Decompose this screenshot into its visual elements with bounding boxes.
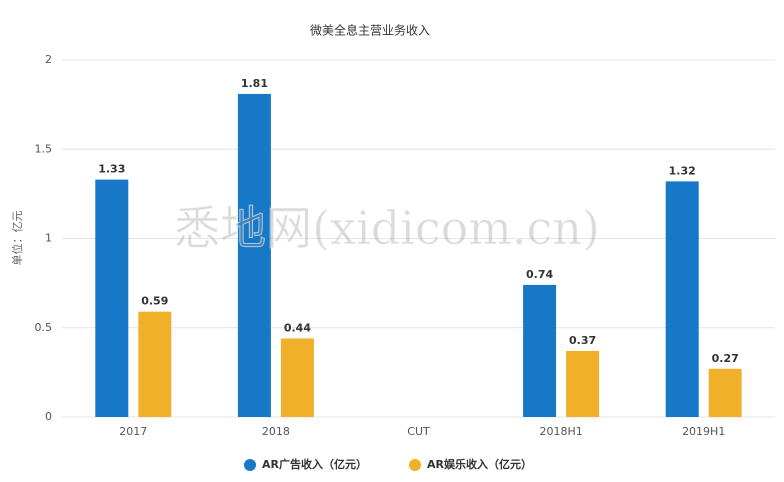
value-label: 1.81 (241, 77, 268, 90)
legend-label: AR广告收入（亿元） (262, 457, 367, 471)
value-label: 1.32 (669, 164, 696, 177)
bar (280, 338, 314, 417)
y-tick-label: 1.5 (35, 142, 53, 155)
bar (95, 179, 129, 417)
value-label: 1.33 (98, 163, 125, 176)
value-label: 0.27 (712, 352, 739, 365)
y-tick-label: 0.5 (35, 321, 53, 334)
legend-marker (409, 459, 421, 471)
value-label: 0.74 (526, 268, 553, 281)
y-tick-label: 0 (45, 410, 52, 423)
x-tick-label: 2017 (119, 425, 147, 438)
value-label: 0.44 (284, 321, 311, 334)
bar (566, 350, 600, 417)
y-tick-label: 1 (45, 232, 52, 245)
legend-label: AR娱乐收入（亿元） (427, 457, 532, 471)
chart-title: 微美全息主营业务收入 (310, 23, 430, 38)
bar (237, 93, 271, 417)
watermark: 悉地网(xidicom.cn) (174, 201, 600, 255)
bar (523, 284, 557, 417)
y-axis-label: 单位：亿元 (10, 211, 24, 266)
value-label: 0.37 (569, 334, 596, 347)
value-label: 0.59 (141, 295, 168, 308)
bar (138, 311, 172, 417)
x-tick-label: 2018 (262, 425, 290, 438)
x-tick-label: 2018H1 (539, 425, 582, 438)
x-tick-label: CUT (407, 425, 430, 438)
legend-marker (244, 459, 256, 471)
x-tick-label: 2019H1 (682, 425, 725, 438)
bar (708, 368, 742, 417)
y-tick-label: 2 (45, 53, 52, 66)
bar (665, 181, 699, 417)
